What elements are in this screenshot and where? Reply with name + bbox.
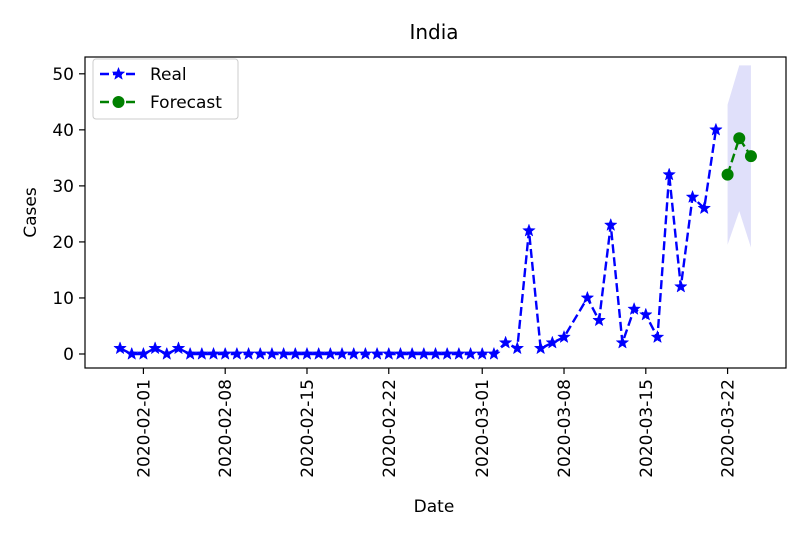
real-point [522,223,536,237]
real-point [603,217,618,231]
x-tick-label: 2020-03-01 [473,379,493,478]
real-point [381,346,396,360]
x-tick-label: 2020-03-15 [637,379,657,478]
y-tick-label: 40 [52,121,74,141]
real-point [416,346,431,360]
real-point [253,346,268,360]
real-point [709,122,723,136]
x-axis: 2020-02-01 2020-02-08 2020-02-15 2020-02-22… [134,368,739,478]
real-point [638,307,653,321]
real-point [557,329,571,344]
real-point [241,346,256,360]
real-point [627,301,641,316]
real-point [580,290,595,304]
real-line [119,129,718,356]
real-point [673,279,688,293]
forecast-line [726,135,752,176]
forecast-point [744,150,757,163]
real-point [183,346,198,360]
x-tick-label: 2020-02-01 [134,379,154,478]
y-tick-label: 30 [52,177,74,197]
real-point [171,341,186,355]
real-point [288,346,303,360]
y-axis-label: Cases [21,187,41,238]
legend-real-marker [111,66,126,80]
forecast-point [733,132,746,145]
plot-frame [84,56,787,369]
real-point [346,346,361,360]
real-point [370,346,384,360]
real-point [510,341,525,355]
data-markers [113,122,757,360]
series-lines [119,129,752,356]
real-point [498,335,513,349]
real-point [533,341,548,355]
legend-forecast-label: Forecast [150,93,222,113]
real-point [662,167,677,181]
real-point [218,346,233,360]
y-tick-label: 50 [52,65,74,85]
real-point [265,346,279,360]
x-tick-label: 2020-02-22 [380,379,400,478]
real-point [615,335,630,349]
real-point [487,346,501,360]
real-point [323,346,338,360]
real-point [276,346,291,360]
real-point [194,346,209,360]
real-point [405,346,420,360]
real-point [136,346,151,360]
x-tick-label: 2020-03-22 [719,379,739,478]
x-tick-label: 2020-03-08 [555,379,575,478]
y-tick-label: 0 [63,345,74,365]
legend: Real Forecast [92,58,239,120]
real-point [545,335,560,349]
real-point [451,346,466,360]
real-point [393,346,408,360]
real-point [206,346,221,360]
chart-title: India [409,20,458,44]
forecast-point [721,168,734,181]
real-point [124,346,139,360]
x-tick-label: 2020-02-15 [298,379,318,478]
real-point [428,346,443,360]
real-point [148,341,162,355]
real-point [592,313,606,327]
x-axis-label: Date [414,497,455,517]
real-point [113,341,127,355]
real-point [685,189,700,203]
real-point [650,329,665,344]
real-point [159,346,174,360]
x-tick-label: 2020-02-08 [216,379,236,478]
forecast-confidence-band [727,65,751,248]
real-point [358,346,373,360]
real-point [335,346,349,360]
real-point [440,346,455,360]
y-tick-label: 10 [52,289,74,309]
legend-real-label: Real [150,65,187,85]
real-point [697,201,712,215]
real-point [475,346,490,360]
real-point [230,346,244,360]
y-axis: 0 10 20 30 40 50 [52,65,85,365]
real-point [300,346,314,360]
legend-forecast-marker [112,96,125,108]
forecast-band [727,65,751,248]
real-point [463,346,478,360]
y-tick-label: 20 [52,233,74,253]
real-point [311,346,326,360]
